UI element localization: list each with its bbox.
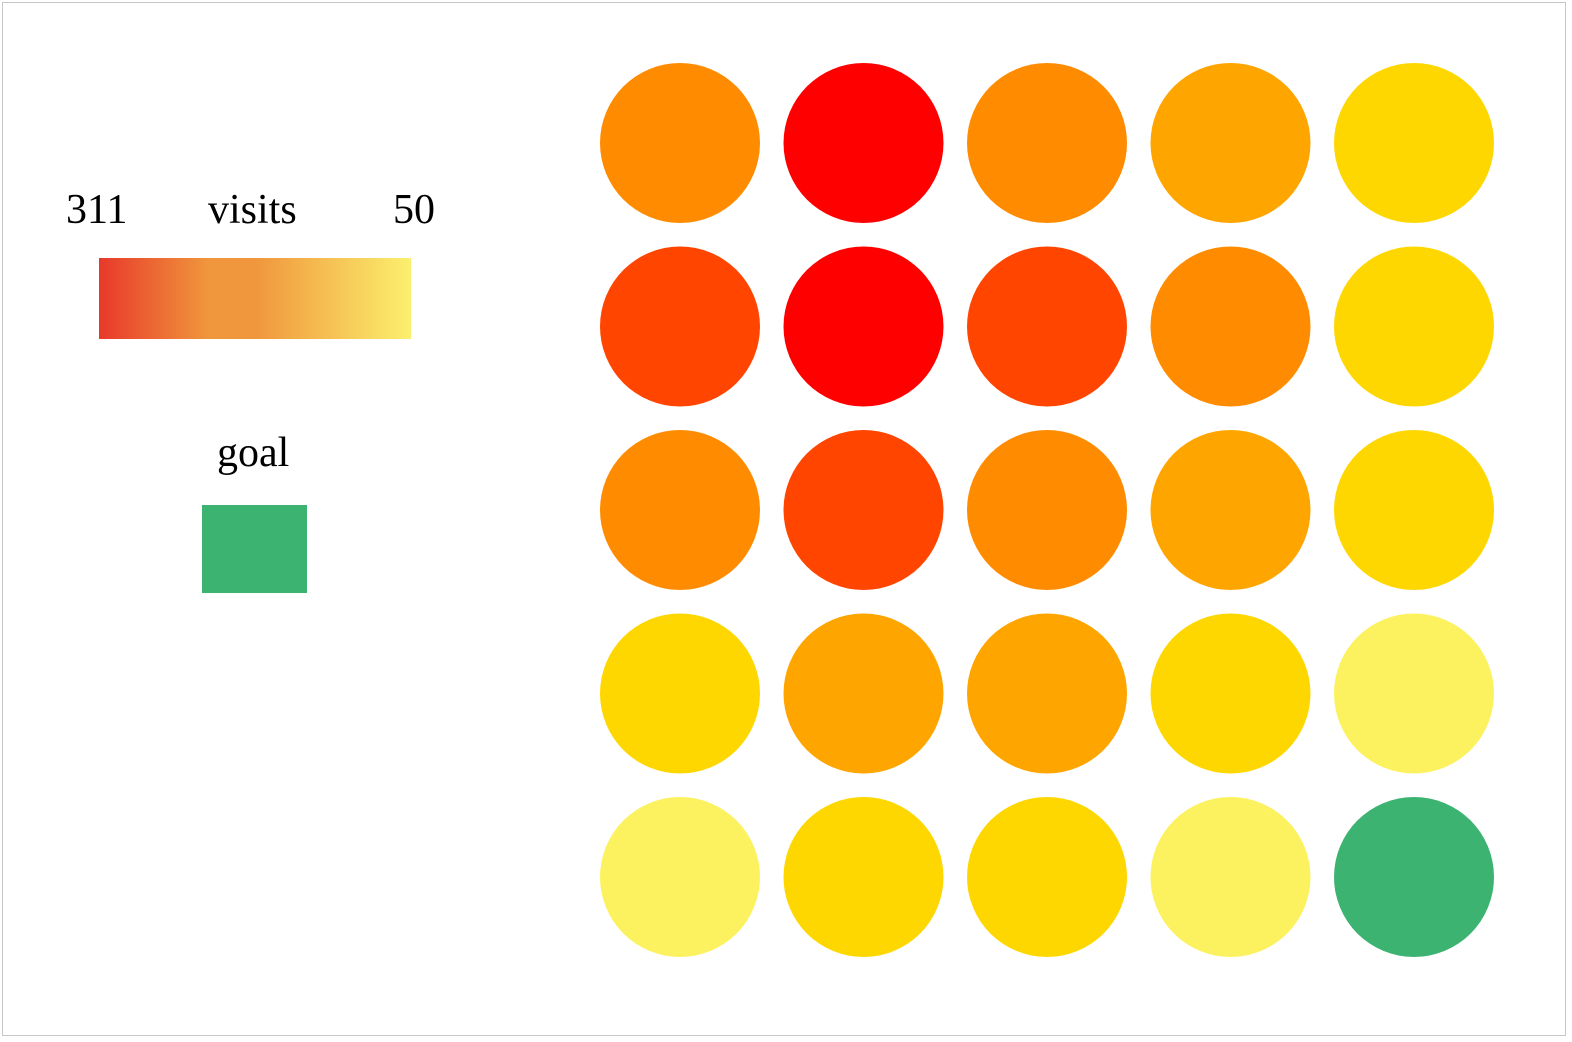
- color-scale-min-label: 311: [66, 187, 128, 233]
- heat-dot: [1150, 797, 1311, 957]
- heat-dot: [1150, 613, 1311, 774]
- heat-dot: [1334, 246, 1494, 407]
- heat-dot: [600, 430, 760, 590]
- heat-dot: [967, 797, 1127, 957]
- goal-legend-swatch: [202, 505, 307, 593]
- heat-dot: [967, 63, 1127, 223]
- heat-dot: [967, 246, 1127, 407]
- heat-dot: [783, 430, 944, 590]
- heat-dot: [783, 63, 944, 223]
- color-scale-gradient-bar: [99, 258, 411, 339]
- heat-dot: [600, 246, 760, 407]
- heat-dot: [600, 63, 760, 223]
- heat-dot: [1150, 63, 1311, 223]
- heat-dot: [600, 613, 760, 774]
- heat-dot: [783, 613, 944, 774]
- goal-legend-label: goal: [217, 430, 290, 476]
- heat-dot: [600, 797, 760, 957]
- heat-dot: [783, 246, 944, 407]
- color-scale-title: visits: [208, 187, 297, 233]
- heat-dot: [1334, 613, 1494, 774]
- heat-dot: [783, 797, 944, 957]
- heat-dot: [1334, 430, 1494, 590]
- color-scale-max-label: 50: [393, 187, 435, 233]
- goal-dot: [1334, 797, 1494, 957]
- heat-dot: [1150, 246, 1311, 407]
- heat-dot: [1334, 63, 1494, 223]
- heat-dot: [967, 613, 1127, 774]
- heat-dot: [967, 430, 1127, 590]
- heat-dot: [1150, 430, 1311, 590]
